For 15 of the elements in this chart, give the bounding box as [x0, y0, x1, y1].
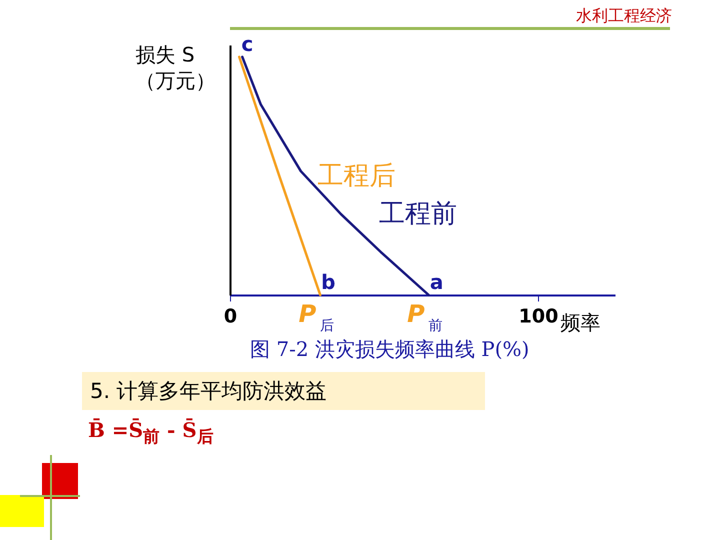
y-axis-title: 损失 S（万元）: [136, 42, 216, 92]
series-label: 工程后: [317, 160, 396, 191]
annotation: P$_{前}$: [407, 300, 443, 334]
x-tick-label: 100: [518, 306, 558, 328]
text: 水利工程经济: [576, 6, 672, 27]
x-tick-label: 0: [224, 306, 238, 328]
text: 图 7-2 洪灾损失频率曲线 P(%): [250, 336, 530, 363]
text: B̄ =S̄$_{前}$ - S̄$_{后}$: [88, 418, 214, 448]
annotation: b: [321, 270, 336, 294]
text: 5. 计算多年平均防洪效益: [82, 372, 485, 410]
annotation: P$_{后}$: [298, 300, 334, 334]
x-axis-title: 频率: [560, 310, 600, 334]
series-label: 工程前: [378, 199, 457, 230]
annotation: a: [430, 270, 444, 294]
annotation: c: [241, 32, 254, 56]
